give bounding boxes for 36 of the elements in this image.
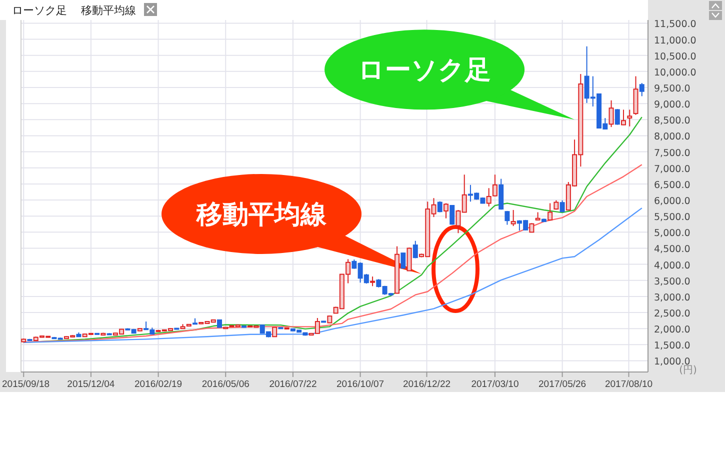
y-tick-label: 1,500.0 <box>654 340 690 352</box>
y-tick-label: 4,000.0 <box>654 260 690 272</box>
y-tick-label: 10,000.0 <box>654 67 696 78</box>
y-tick-label: 3,000.0 <box>654 292 690 304</box>
y-axis-title: (円) <box>679 365 697 376</box>
y-tick-label: 11,500.0 <box>654 19 696 30</box>
y-tick-label: 3,500.0 <box>654 276 690 288</box>
y-tick-label: 11,000.0 <box>654 35 696 46</box>
x-tick-label: 2017/03/10 <box>471 379 519 390</box>
x-tick-label: 2016/12/22 <box>402 379 451 390</box>
y-tick-label: 5,500.0 <box>654 212 690 224</box>
x-tick-label: 2015/09/18 <box>2 379 50 390</box>
x-tick-label: 2015/12/04 <box>67 379 115 390</box>
annotation: 移動平均線 <box>196 200 328 230</box>
y-tick-label: 10,500.0 <box>654 51 696 62</box>
x-tick-label: 2017/08/10 <box>604 379 653 390</box>
y-tick-label: 6,000.0 <box>654 196 690 208</box>
x-tick-label: 2016/10/07 <box>336 379 384 390</box>
x-tick-label: 2016/05/06 <box>202 379 250 390</box>
y-tick-label: 4,500.0 <box>654 244 690 256</box>
y-tick-label: 9,500.0 <box>654 84 690 95</box>
y-tick-label: 8,000.0 <box>654 132 690 143</box>
y-tick-label: 7,500.0 <box>654 148 690 159</box>
y-tick-label: 5,000.0 <box>654 228 690 240</box>
x-tick-label: 2016/07/22 <box>269 379 317 390</box>
y-tick-label: 8,500.0 <box>654 116 690 127</box>
text: 移動平均線 <box>81 4 136 17</box>
x-tick-label: 2017/05/26 <box>538 379 586 390</box>
y-tick-label: 7,000.0 <box>654 164 690 175</box>
annotation: ローソク足 <box>358 56 492 86</box>
y-tick-label: 2,500.0 <box>654 308 690 320</box>
x-tick-label: 2016/02/19 <box>134 379 182 390</box>
text: ローソク足 <box>12 4 67 17</box>
y-tick-label: 6,500.0 <box>654 180 690 191</box>
y-tick-label: 2,000.0 <box>654 324 690 336</box>
y-tick-label: 9,000.0 <box>654 100 690 111</box>
